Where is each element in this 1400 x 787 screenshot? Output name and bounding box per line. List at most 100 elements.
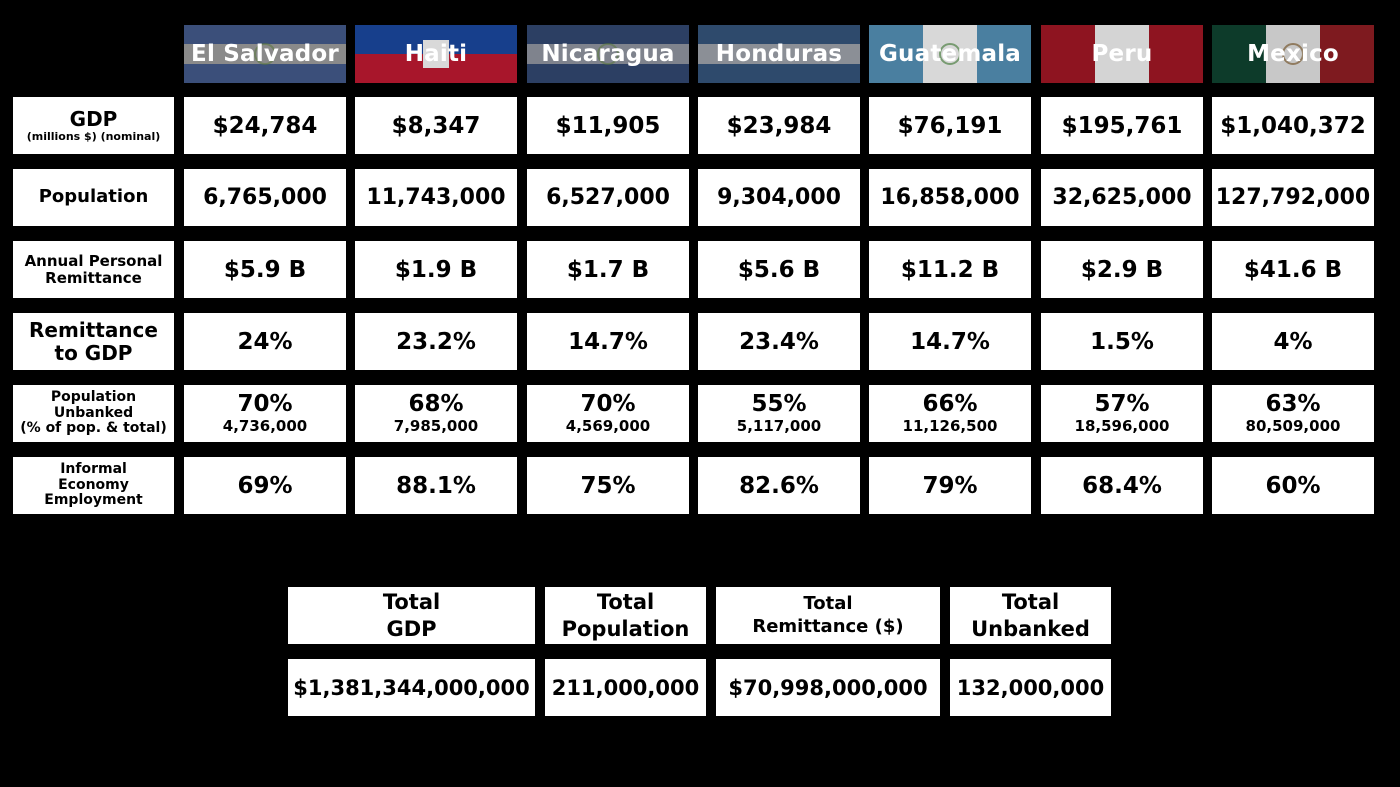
cell-value: $195,761 bbox=[1061, 112, 1183, 139]
population-cell: 6,765,000 bbox=[184, 169, 346, 226]
cell-value: $11,905 bbox=[555, 112, 661, 139]
remittance-cell: $1.7 B bbox=[527, 241, 689, 298]
remittance-cell: $11.2 B bbox=[869, 241, 1031, 298]
row-label-informal-employment: Informal Economy Employment bbox=[13, 457, 174, 514]
unbanked-percent: 70% bbox=[237, 390, 293, 417]
cell-value: $1.7 B bbox=[566, 256, 650, 283]
cell-value: $23,984 bbox=[726, 112, 832, 139]
informal-employment-cell: 79% bbox=[869, 457, 1031, 514]
cell-value: $76,191 bbox=[897, 112, 1003, 139]
cell-value: 4% bbox=[1273, 328, 1313, 355]
cell-value: 127,792,000 bbox=[1215, 185, 1371, 210]
row-label-remittance-to-gdp: Remittance to GDP bbox=[13, 313, 174, 370]
remittance-cell: $5.9 B bbox=[184, 241, 346, 298]
cell-value: $1.9 B bbox=[394, 256, 478, 283]
unbanked-percent: 66% bbox=[922, 390, 978, 417]
informal-employment-cell: 82.6% bbox=[698, 457, 860, 514]
unbanked-cell: 68% 7,985,000 bbox=[355, 385, 517, 442]
informal-employment-cell: 69% bbox=[184, 457, 346, 514]
remittance-to-gdp-cell: 23.2% bbox=[355, 313, 517, 370]
unbanked-percent: 70% bbox=[580, 390, 636, 417]
cell-value: $41.6 B bbox=[1243, 256, 1343, 283]
unbanked-percent: 68% bbox=[408, 390, 464, 417]
informal-employment-cell: 88.1% bbox=[355, 457, 517, 514]
total-population-value: 211,000,000 bbox=[545, 659, 706, 716]
coat-of-arms-icon bbox=[1282, 43, 1304, 65]
cell-value: 16,858,000 bbox=[880, 185, 1020, 210]
flag-nicaragua: Nicaragua bbox=[527, 25, 689, 83]
cell-value: 68.4% bbox=[1082, 472, 1162, 499]
cell-value: 23.2% bbox=[396, 328, 476, 355]
cell-value: 69% bbox=[237, 472, 293, 499]
gdp-cell: $195,761 bbox=[1041, 97, 1203, 154]
unbanked-cell: 70% 4,569,000 bbox=[527, 385, 689, 442]
country-name: El Salvador bbox=[191, 41, 339, 67]
unbanked-total: 4,736,000 bbox=[222, 416, 308, 435]
cell-value: 75% bbox=[580, 472, 636, 499]
cell-value: 88.1% bbox=[396, 472, 476, 499]
unbanked-total: 4,569,000 bbox=[565, 416, 651, 435]
cell-value: $11.2 B bbox=[900, 256, 1000, 283]
country-name: Peru bbox=[1091, 41, 1153, 67]
informal-employment-cell: 75% bbox=[527, 457, 689, 514]
remittance-cell: $2.9 B bbox=[1041, 241, 1203, 298]
total-remittance-header: Total Remittance ($) bbox=[716, 587, 940, 644]
population-cell: 32,625,000 bbox=[1041, 169, 1203, 226]
remittance-to-gdp-cell: 1.5% bbox=[1041, 313, 1203, 370]
unbanked-cell: 70% 4,736,000 bbox=[184, 385, 346, 442]
cell-value: 14.7% bbox=[910, 328, 990, 355]
remittance-to-gdp-cell: 14.7% bbox=[527, 313, 689, 370]
cell-value: $1,040,372 bbox=[1220, 112, 1366, 139]
remittance-cell: $41.6 B bbox=[1212, 241, 1374, 298]
unbanked-cell: 66% 11,126,500 bbox=[869, 385, 1031, 442]
unbanked-percent: 57% bbox=[1094, 390, 1150, 417]
informal-employment-cell: 68.4% bbox=[1041, 457, 1203, 514]
cell-value: 9,304,000 bbox=[717, 185, 841, 210]
population-cell: 9,304,000 bbox=[698, 169, 860, 226]
coat-of-arms-icon bbox=[597, 43, 619, 65]
cell-value: 14.7% bbox=[568, 328, 648, 355]
total-population-header: Total Population bbox=[545, 587, 706, 644]
total-gdp-value: $1,381,344,000,000 bbox=[288, 659, 535, 716]
unbanked-percent: 63% bbox=[1265, 390, 1321, 417]
flag-el-salvador: El Salvador bbox=[184, 25, 346, 83]
country-name: Guatemala bbox=[878, 41, 1022, 67]
row-label-population: Population bbox=[13, 169, 174, 226]
row-label-unbanked: Population Unbanked (% of pop. & total) bbox=[13, 385, 174, 442]
unbanked-total: 5,117,000 bbox=[736, 416, 822, 435]
cell-value: $24,784 bbox=[212, 112, 318, 139]
cell-value: 23.4% bbox=[739, 328, 819, 355]
gdp-cell: $23,984 bbox=[698, 97, 860, 154]
flag-guatemala: Guatemala bbox=[869, 25, 1031, 83]
gdp-cell: $24,784 bbox=[184, 97, 346, 154]
total-unbanked-header: Total Unbanked bbox=[950, 587, 1111, 644]
cell-value: 6,765,000 bbox=[203, 185, 327, 210]
coat-of-arms-icon bbox=[254, 43, 276, 65]
row-label-gdp: GDP (millions $) (nominal) bbox=[13, 97, 174, 154]
cell-value: $2.9 B bbox=[1080, 256, 1164, 283]
remittance-cell: $5.6 B bbox=[698, 241, 860, 298]
flag-mexico: Mexico bbox=[1212, 25, 1374, 83]
cell-value: 1.5% bbox=[1090, 328, 1154, 355]
row-label-remittance: Annual Personal Remittance bbox=[13, 241, 174, 298]
unbanked-cell: 63% 80,509,000 bbox=[1212, 385, 1374, 442]
country-name: Mexico bbox=[1247, 41, 1339, 67]
population-cell: 16,858,000 bbox=[869, 169, 1031, 226]
population-cell: 6,527,000 bbox=[527, 169, 689, 226]
unbanked-total: 7,985,000 bbox=[393, 416, 479, 435]
cell-value: 6,527,000 bbox=[546, 185, 670, 210]
population-cell: 11,743,000 bbox=[355, 169, 517, 226]
unbanked-percent: 55% bbox=[751, 390, 807, 417]
country-name: Haiti bbox=[404, 41, 468, 67]
cell-value: 82.6% bbox=[739, 472, 819, 499]
cell-value: 60% bbox=[1265, 472, 1321, 499]
cell-value: 11,743,000 bbox=[366, 185, 506, 210]
cell-value: $5.6 B bbox=[737, 256, 821, 283]
population-cell: 127,792,000 bbox=[1212, 169, 1374, 226]
gdp-cell: $76,191 bbox=[869, 97, 1031, 154]
total-unbanked-value: 132,000,000 bbox=[950, 659, 1111, 716]
remittance-to-gdp-cell: 24% bbox=[184, 313, 346, 370]
unbanked-cell: 57% 18,596,000 bbox=[1041, 385, 1203, 442]
unbanked-cell: 55% 5,117,000 bbox=[698, 385, 860, 442]
unbanked-total: 11,126,500 bbox=[902, 416, 998, 435]
